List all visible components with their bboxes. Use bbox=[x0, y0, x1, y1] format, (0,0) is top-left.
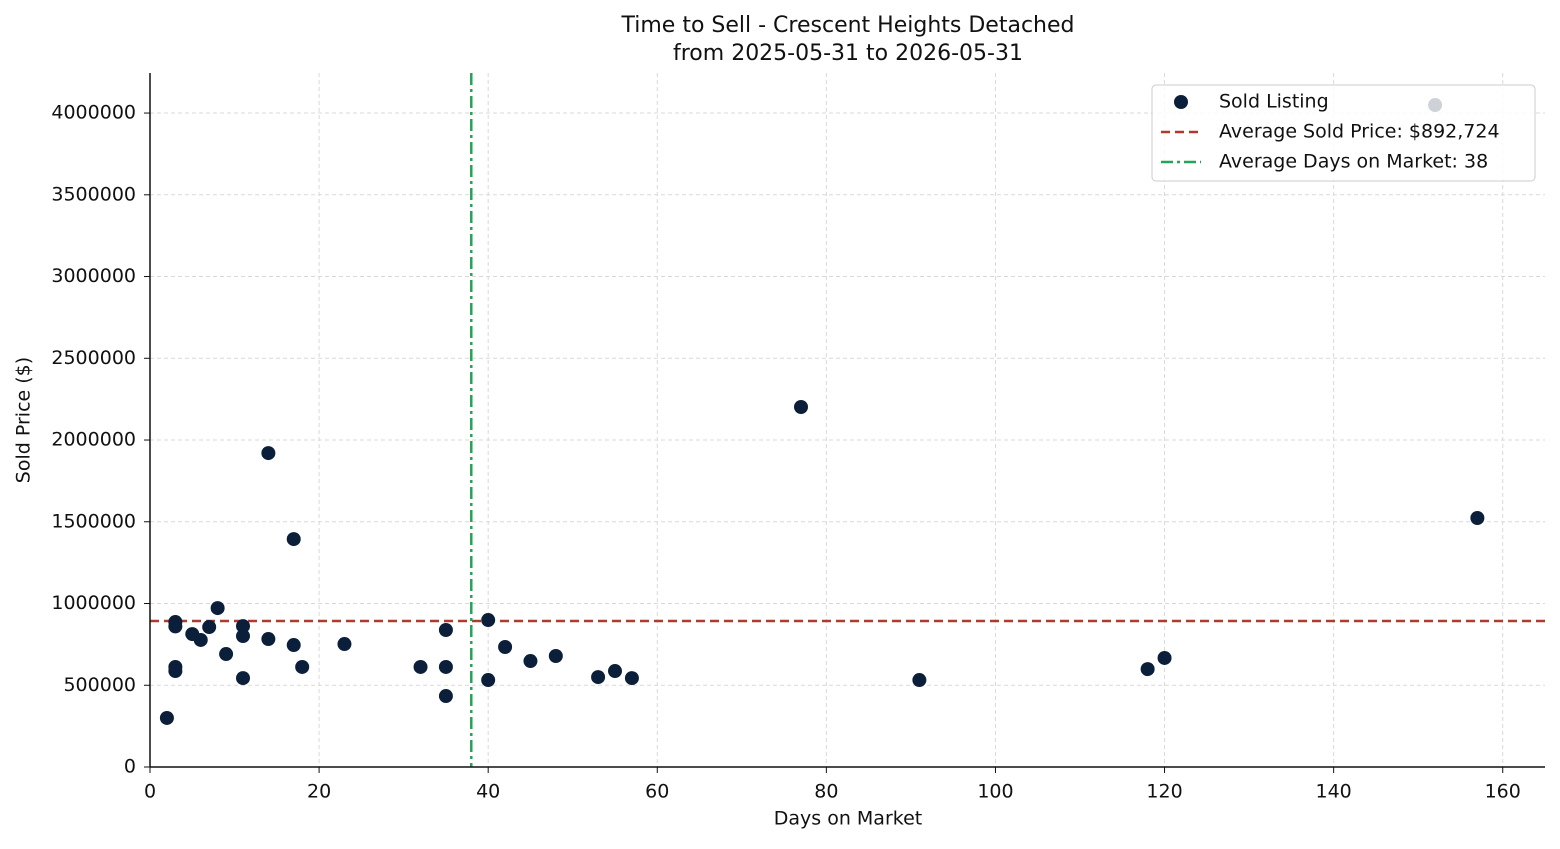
point bbox=[498, 640, 513, 655]
x-tick-label: 160 bbox=[1485, 781, 1521, 803]
point bbox=[624, 671, 639, 686]
point bbox=[168, 664, 183, 679]
y-tick-label: 2500000 bbox=[51, 347, 136, 369]
point bbox=[261, 446, 276, 461]
x-tick-label: 140 bbox=[1316, 781, 1352, 803]
y-tick-label: 1500000 bbox=[51, 510, 136, 532]
point bbox=[210, 601, 225, 616]
legend-label: Sold Listing bbox=[1219, 91, 1329, 113]
point bbox=[193, 632, 208, 647]
point bbox=[168, 619, 183, 634]
chart-subtitle: from 2025-05-31 to 2026-05-31 bbox=[673, 41, 1023, 66]
x-tick-label: 0 bbox=[144, 781, 156, 803]
legend-box bbox=[1151, 84, 1536, 182]
y-tick-label: 500000 bbox=[63, 674, 136, 696]
point bbox=[413, 659, 428, 674]
y-axis-label: Sold Price ($) bbox=[13, 357, 35, 483]
y-tick-label: 0 bbox=[124, 756, 136, 778]
point bbox=[523, 654, 538, 669]
point bbox=[219, 647, 234, 662]
y-tick-label: 2000000 bbox=[51, 429, 136, 451]
y-tick-label: 3500000 bbox=[51, 183, 136, 205]
y-tick-label: 1000000 bbox=[51, 592, 136, 614]
point bbox=[1470, 511, 1485, 526]
point bbox=[481, 673, 496, 688]
point bbox=[286, 532, 301, 547]
point bbox=[591, 670, 606, 685]
x-tick-label: 80 bbox=[814, 781, 838, 803]
legend: Sold Listing Average Sold Price: $892,724… bbox=[1151, 84, 1536, 182]
y-tick-label: 4000000 bbox=[51, 102, 136, 124]
point bbox=[1140, 662, 1155, 677]
x-tick-label: 40 bbox=[476, 781, 500, 803]
point bbox=[438, 659, 453, 674]
point bbox=[548, 648, 563, 663]
x-axis-label: Days on Market bbox=[774, 808, 922, 830]
point bbox=[1157, 650, 1172, 665]
x-tick-label: 120 bbox=[1146, 781, 1182, 803]
point bbox=[236, 629, 250, 644]
point bbox=[608, 664, 622, 679]
point bbox=[481, 613, 496, 628]
point bbox=[337, 637, 352, 652]
point bbox=[261, 631, 276, 646]
x-tick-label: 60 bbox=[645, 781, 669, 803]
point bbox=[438, 622, 453, 637]
point bbox=[159, 710, 174, 725]
y-tick-label: 3000000 bbox=[51, 265, 136, 287]
point bbox=[295, 659, 310, 674]
point bbox=[236, 671, 250, 686]
point bbox=[202, 620, 217, 635]
x-tick-label: 20 bbox=[307, 781, 331, 803]
x-tick-label: 100 bbox=[977, 781, 1013, 803]
point bbox=[912, 673, 927, 688]
legend-label: Average Sold Price: $892,724 bbox=[1219, 121, 1500, 143]
point bbox=[236, 619, 250, 634]
point bbox=[286, 638, 301, 653]
point bbox=[438, 689, 453, 704]
chart-title: Time to Sell - Crescent Heights Detached bbox=[621, 13, 1075, 38]
legend-marker bbox=[1174, 95, 1188, 109]
point bbox=[794, 400, 808, 415]
legend-label: Average Days on Market: 38 bbox=[1219, 151, 1488, 173]
